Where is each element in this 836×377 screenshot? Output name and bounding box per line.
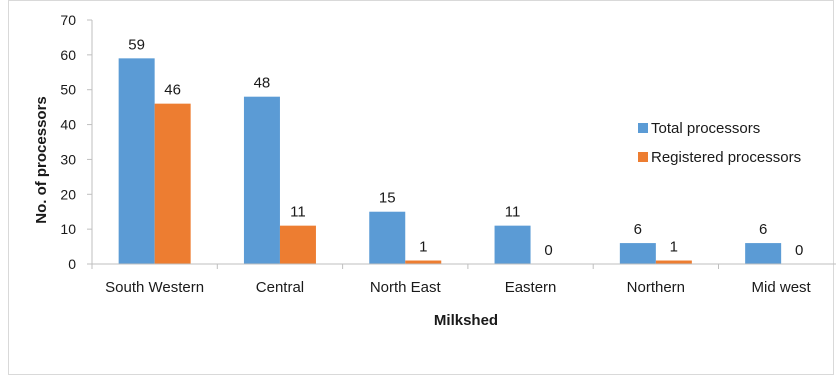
- x-tick-label: South Western: [105, 279, 204, 296]
- bar-registered: [154, 103, 191, 265]
- y-tick-label: 70: [60, 12, 76, 28]
- y-tick-label: 40: [60, 117, 76, 133]
- bar-total: [369, 211, 406, 264]
- legend-label: Total processors: [651, 120, 760, 137]
- data-label: 11: [505, 204, 521, 221]
- data-label: 0: [795, 242, 803, 259]
- bar-total: [745, 243, 782, 264]
- data-label: 1: [670, 239, 678, 256]
- data-label: 15: [379, 190, 396, 207]
- y-tick-label: 20: [60, 186, 76, 202]
- bar-registered: [279, 225, 316, 264]
- y-axis-title: No. of processors: [33, 96, 50, 224]
- y-tick-label: 50: [60, 82, 76, 98]
- x-tick-label: Eastern: [505, 279, 557, 296]
- x-tick-label: Central: [256, 279, 304, 296]
- y-tick-label: 60: [60, 47, 76, 63]
- data-label: 6: [634, 221, 642, 238]
- bar-total: [243, 96, 280, 264]
- bar-total: [619, 243, 656, 264]
- legend: Total processors Registered processors: [638, 120, 801, 166]
- legend-swatch: [638, 152, 648, 162]
- data-label: 46: [164, 82, 181, 99]
- y-tick-label: 0: [68, 256, 76, 272]
- x-axis-title: Milkshed: [434, 312, 498, 329]
- x-tick-label: Mid west: [752, 279, 812, 296]
- legend-label: Registered processors: [651, 149, 801, 166]
- data-label: 11: [290, 204, 306, 221]
- data-label: 0: [544, 242, 552, 259]
- data-label: 1: [419, 239, 427, 256]
- bar-registered: [405, 260, 442, 264]
- bar-registered: [655, 260, 692, 264]
- legend-swatch: [638, 123, 648, 133]
- data-label: 48: [254, 75, 271, 92]
- y-tick-label: 30: [60, 151, 76, 167]
- bar-total: [494, 225, 531, 264]
- data-label: 59: [128, 36, 145, 53]
- bars: [118, 58, 782, 265]
- x-tick-label: Northern: [627, 279, 685, 296]
- y-tick-label: 10: [60, 221, 76, 237]
- y-axis: 0 10 20 30 40 50 60 70: [60, 12, 93, 272]
- bar-total: [118, 58, 155, 264]
- x-axis: South Western Central North East Eastern Nor…: [91, 263, 836, 296]
- data-label: 6: [759, 221, 767, 238]
- x-tick-label: North East: [370, 279, 442, 296]
